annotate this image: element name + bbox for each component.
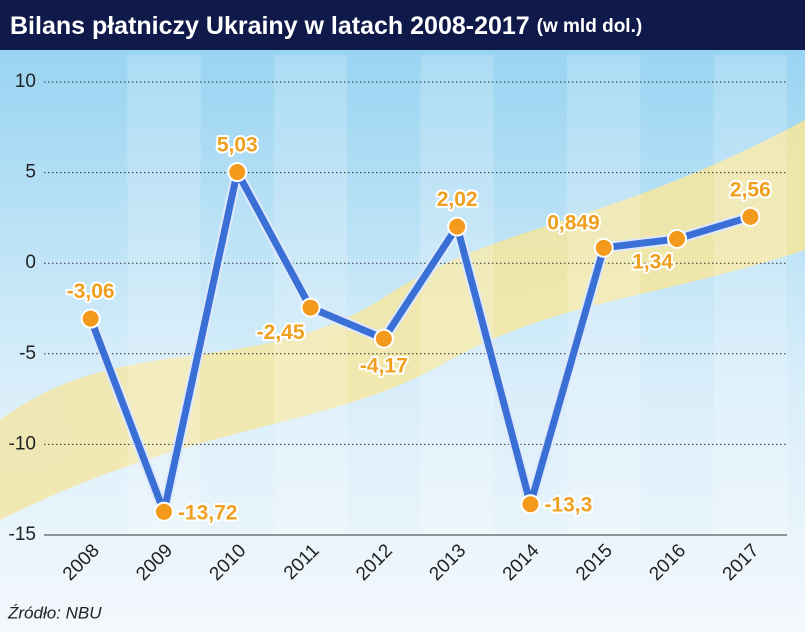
marker <box>593 237 614 258</box>
marker <box>667 228 688 249</box>
y-tick-label: -15 <box>9 524 36 545</box>
y-tick-label: -10 <box>9 433 36 454</box>
marker <box>373 328 394 349</box>
marker <box>300 297 321 318</box>
marker <box>80 308 101 329</box>
column-stripe <box>713 55 787 535</box>
value-label: 2,56 <box>730 178 771 201</box>
value-label: -13,72 <box>178 501 238 524</box>
column-stripe <box>273 55 348 535</box>
y-tick-label: 5 <box>25 162 36 183</box>
source: Źródło: NBU <box>7 603 102 622</box>
column-stripe <box>127 55 201 535</box>
value-label: -3,06 <box>67 280 115 303</box>
marker <box>740 206 761 227</box>
line <box>87 168 752 516</box>
marker <box>520 494 541 515</box>
value-label: -13,3 <box>544 494 592 517</box>
marker <box>227 162 248 183</box>
value-label: 1,34 <box>632 250 673 273</box>
chart-title: Bilans płatniczy Ukrainy w latach 2008-2… <box>10 12 642 40</box>
value-label: 0,849 <box>547 211 600 234</box>
marker <box>153 501 174 522</box>
value-label: 5,03 <box>217 134 258 157</box>
title: Bilans płatniczy Ukrainy w latach 2008-2… <box>10 12 530 40</box>
value-label: 2,02 <box>437 188 478 211</box>
marker <box>447 216 468 237</box>
value-label: -2,45 <box>257 321 305 344</box>
column-stripe <box>420 55 494 535</box>
column-stripe <box>567 55 641 535</box>
title-bar <box>0 0 805 50</box>
y-tick-label: -5 <box>19 343 36 364</box>
y-tick-label: 10 <box>15 71 36 92</box>
value-label: -4,17 <box>360 354 408 377</box>
subtitle: (w mld dol.) <box>537 16 643 37</box>
y-tick-label: 0 <box>25 252 36 273</box>
